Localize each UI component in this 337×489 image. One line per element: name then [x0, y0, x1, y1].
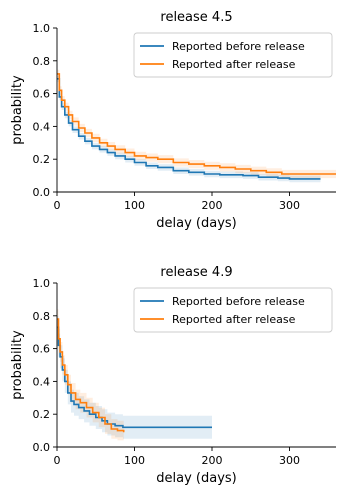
- chart-title: release 4.5: [160, 10, 232, 25]
- legend: Reported before release Reported after re…: [133, 287, 333, 333]
- x-tick-label: 0: [54, 454, 61, 467]
- y-tick-label: 0.0: [33, 441, 51, 454]
- legend-label: Reported after release: [172, 58, 296, 71]
- x-tick-label: 300: [279, 199, 300, 212]
- legend-box: [133, 32, 333, 78]
- x-tick-label: 200: [202, 199, 223, 212]
- y-tick-label: 0.4: [33, 375, 51, 388]
- legend-label: Reported before release: [172, 295, 305, 308]
- series-line-after: [57, 318, 125, 433]
- confidence-band-before: [57, 315, 212, 439]
- x-axis-label: delay (days): [156, 216, 236, 231]
- y-tick-label: 1.0: [33, 22, 51, 35]
- x-axis-label: delay (days): [156, 471, 236, 486]
- y-tick-label: 0.8: [33, 55, 51, 68]
- chart-panel-1: 0 100 200 300 0.0 0.2 0.4 0.6 0.8 1.0 release 4.5 d…: [10, 10, 336, 231]
- chart-title: release 4.9: [160, 265, 232, 280]
- y-tick-label: 0.2: [33, 408, 51, 421]
- chart-panel-2: 0 100 200 300 0.0 0.2 0.4 0.6 0.8 1.0 release 4.9 d…: [10, 265, 336, 486]
- legend: Reported before release Reported after re…: [133, 32, 333, 78]
- x-tick-label: 0: [54, 199, 61, 212]
- legend-box: [133, 287, 333, 333]
- y-tick-label: 0.6: [33, 88, 51, 101]
- legend-label: Reported after release: [172, 313, 296, 326]
- x-tick-label: 300: [279, 454, 300, 467]
- confidence-band-after: [57, 69, 336, 179]
- y-tick-label: 1.0: [33, 277, 51, 290]
- legend-label: Reported before release: [172, 40, 305, 53]
- y-tick-label: 0.0: [33, 186, 51, 199]
- y-axis-label: probability: [10, 75, 25, 145]
- x-tick-label: 100: [124, 199, 145, 212]
- y-tick-label: 0.4: [33, 120, 51, 133]
- y-tick-label: 0.2: [33, 153, 51, 166]
- x-tick-label: 100: [124, 454, 145, 467]
- y-axis-label: probability: [10, 330, 25, 400]
- series-line-before: [57, 78, 321, 180]
- y-tick-label: 0.8: [33, 310, 51, 323]
- y-tick-label: 0.6: [33, 343, 51, 356]
- series-line-after: [57, 73, 336, 175]
- x-tick-label: 200: [202, 454, 223, 467]
